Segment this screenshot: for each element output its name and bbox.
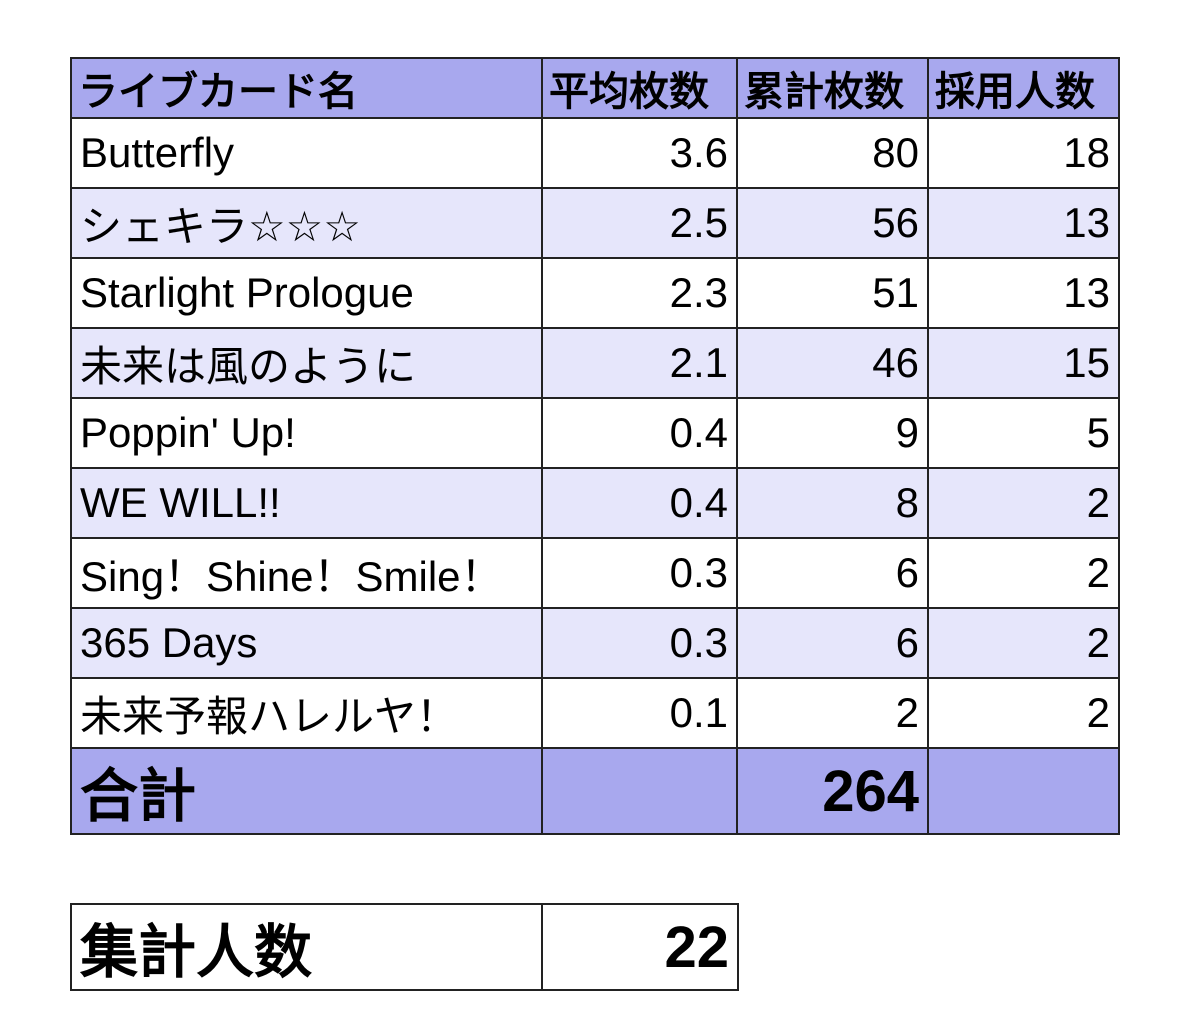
table-row: 未来は風のように 2.1 46 15 bbox=[70, 327, 1120, 399]
total-cell: 51 bbox=[736, 257, 929, 329]
table-row: 365 Days 0.3 6 2 bbox=[70, 607, 1120, 679]
respondent-count-row: 集計人数 22 bbox=[70, 903, 739, 991]
table-row: WE WILL!! 0.4 8 2 bbox=[70, 467, 1120, 539]
header-row: ライブカード名 平均枚数 累計枚数 採用人数 bbox=[70, 57, 1120, 119]
table-row: Sing！Shine！Smile！ 0.3 6 2 bbox=[70, 537, 1120, 609]
card-name-cell: Butterfly bbox=[70, 117, 543, 189]
card-name-cell: Starlight Prologue bbox=[70, 257, 543, 329]
total-cell: 56 bbox=[736, 187, 929, 259]
card-name-cell: シェキラ☆☆☆ bbox=[70, 187, 543, 259]
average-cell: 0.1 bbox=[541, 677, 738, 749]
respondent-count-label: 集計人数 bbox=[70, 903, 543, 991]
average-cell: 0.4 bbox=[541, 397, 738, 469]
header-average: 平均枚数 bbox=[541, 57, 738, 119]
total-value: 264 bbox=[736, 747, 929, 835]
average-cell: 0.3 bbox=[541, 607, 738, 679]
average-cell: 2.5 bbox=[541, 187, 738, 259]
card-name-cell: 365 Days bbox=[70, 607, 543, 679]
average-cell: 2.3 bbox=[541, 257, 738, 329]
table-row: Starlight Prologue 2.3 51 13 bbox=[70, 257, 1120, 329]
total-cell: 6 bbox=[736, 607, 929, 679]
total-cell: 6 bbox=[736, 537, 929, 609]
card-name-cell: Sing！Shine！Smile！ bbox=[70, 537, 543, 609]
total-adopters-cell bbox=[927, 747, 1120, 835]
adopters-cell: 13 bbox=[927, 257, 1120, 329]
respondent-count-table: 集計人数 22 bbox=[70, 903, 739, 991]
average-cell: 2.1 bbox=[541, 327, 738, 399]
total-cell: 8 bbox=[736, 467, 929, 539]
card-name-cell: 未来予報ハレルヤ！ bbox=[70, 677, 543, 749]
total-cell: 2 bbox=[736, 677, 929, 749]
card-name-cell: Poppin' Up! bbox=[70, 397, 543, 469]
table-row: シェキラ☆☆☆ 2.5 56 13 bbox=[70, 187, 1120, 259]
table-body: Butterfly 3.6 80 18 シェキラ☆☆☆ 2.5 56 13 Starlight … bbox=[70, 117, 1120, 749]
card-name-cell: WE WILL!! bbox=[70, 467, 543, 539]
adopters-cell: 2 bbox=[927, 607, 1120, 679]
total-row: 合計 264 bbox=[70, 747, 1120, 835]
total-average-cell bbox=[541, 747, 738, 835]
table-row: 未来予報ハレルヤ！ 0.1 2 2 bbox=[70, 677, 1120, 749]
adopters-cell: 2 bbox=[927, 677, 1120, 749]
table-row: Butterfly 3.6 80 18 bbox=[70, 117, 1120, 189]
adopters-cell: 15 bbox=[927, 327, 1120, 399]
adopters-cell: 2 bbox=[927, 537, 1120, 609]
total-cell: 80 bbox=[736, 117, 929, 189]
adopters-cell: 2 bbox=[927, 467, 1120, 539]
average-cell: 0.4 bbox=[541, 467, 738, 539]
total-cell: 9 bbox=[736, 397, 929, 469]
adopters-cell: 5 bbox=[927, 397, 1120, 469]
header-adopters: 採用人数 bbox=[927, 57, 1120, 119]
total-label: 合計 bbox=[70, 747, 543, 835]
average-cell: 3.6 bbox=[541, 117, 738, 189]
table-row: Poppin' Up! 0.4 9 5 bbox=[70, 397, 1120, 469]
adopters-cell: 18 bbox=[927, 117, 1120, 189]
respondent-count-value: 22 bbox=[541, 903, 739, 991]
header-total: 累計枚数 bbox=[736, 57, 929, 119]
total-cell: 46 bbox=[736, 327, 929, 399]
average-cell: 0.3 bbox=[541, 537, 738, 609]
header-card-name: ライブカード名 bbox=[70, 57, 543, 119]
card-name-cell: 未来は風のように bbox=[70, 327, 543, 399]
live-card-table: ライブカード名 平均枚数 累計枚数 採用人数 Butterfly 3.6 80 18 シ… bbox=[70, 57, 1120, 835]
adopters-cell: 13 bbox=[927, 187, 1120, 259]
